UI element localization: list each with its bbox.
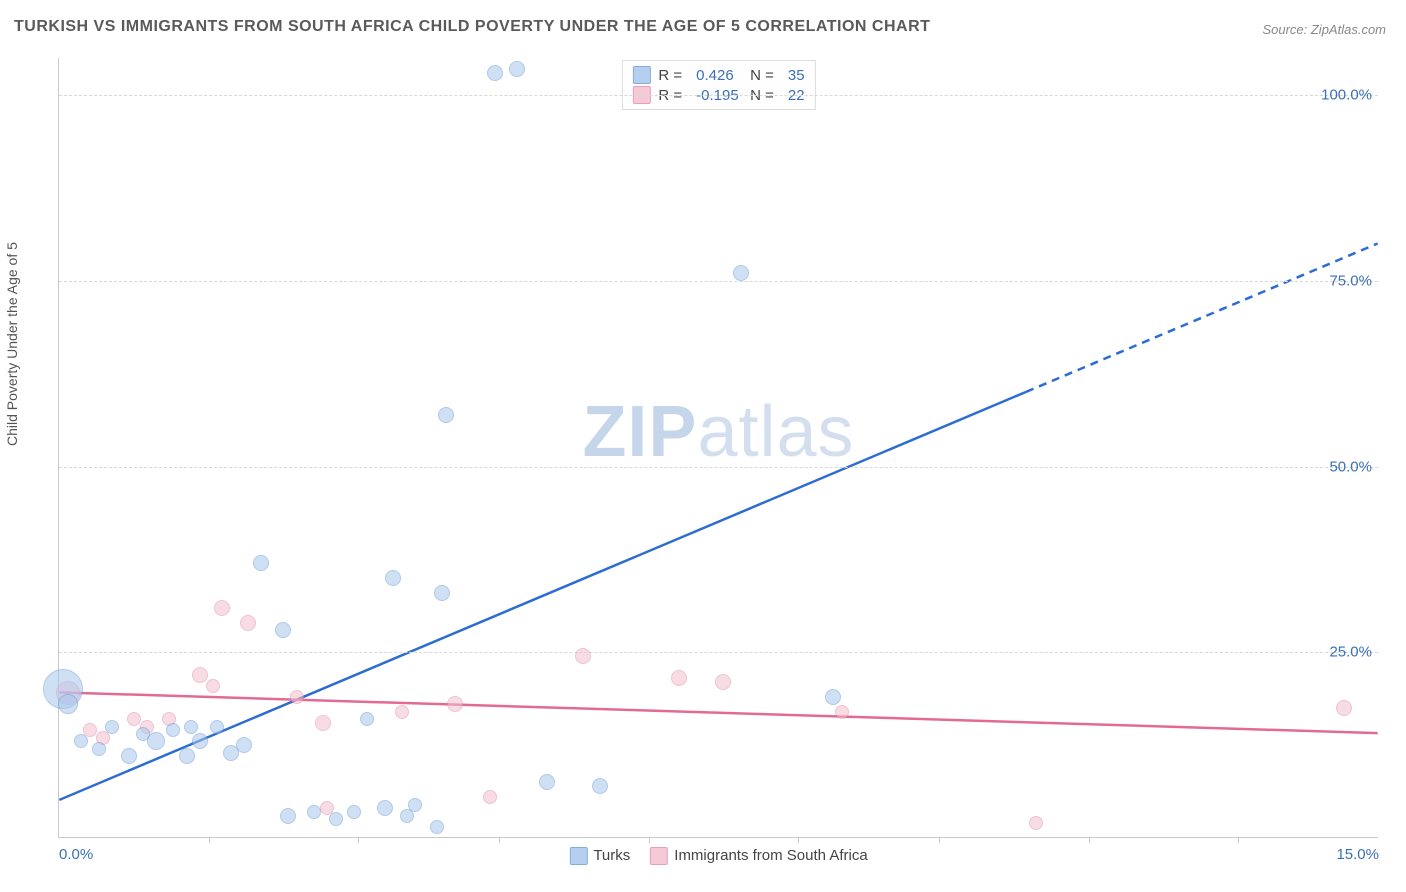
- scatter-point-immigrants: [127, 712, 141, 726]
- scatter-point-turks: [329, 812, 343, 826]
- scatter-point-turks: [210, 720, 224, 734]
- ytick-label: 75.0%: [1329, 272, 1372, 289]
- xtick-mark: [358, 837, 359, 843]
- scatter-point-turks: [438, 407, 454, 423]
- scatter-point-immigrants: [240, 615, 256, 631]
- scatter-point-turks: [539, 774, 555, 790]
- scatter-point-turks: [408, 798, 422, 812]
- xtick-mark: [1089, 837, 1090, 843]
- scatter-point-immigrants: [1336, 700, 1352, 716]
- r-label: R =: [658, 67, 682, 84]
- scatter-point-immigrants: [575, 648, 591, 664]
- n-label: N =: [750, 67, 774, 84]
- scatter-point-immigrants: [835, 705, 849, 719]
- scatter-point-immigrants: [290, 690, 304, 704]
- scatter-point-immigrants: [315, 715, 331, 731]
- xtick-mark: [939, 837, 940, 843]
- scatter-point-turks: [275, 622, 291, 638]
- swatch-immigrants: [650, 847, 668, 865]
- scatter-point-turks: [92, 742, 106, 756]
- scatter-point-turks: [166, 723, 180, 737]
- scatter-point-turks: [280, 808, 296, 824]
- scatter-point-turks: [592, 778, 608, 794]
- scatter-point-turks: [825, 689, 841, 705]
- chart-title: TURKISH VS IMMIGRANTS FROM SOUTH AFRICA …: [14, 18, 930, 36]
- stats-legend-box: R = 0.426 N = 35 R = -0.195 N = 22: [621, 60, 815, 110]
- xtick-label: 0.0%: [59, 846, 93, 863]
- scatter-point-turks: [184, 720, 198, 734]
- xtick-mark: [798, 837, 799, 843]
- ytick-label: 100.0%: [1321, 87, 1372, 104]
- xtick-mark: [499, 837, 500, 843]
- scatter-point-immigrants: [715, 674, 731, 690]
- scatter-point-turks: [487, 65, 503, 81]
- scatter-point-immigrants: [671, 670, 687, 686]
- watermark: ZIPatlas: [582, 391, 854, 473]
- scatter-point-turks: [509, 61, 525, 77]
- scatter-point-turks: [105, 720, 119, 734]
- y-axis-label: Child Poverty Under the Age of 5: [4, 242, 20, 446]
- ytick-label: 50.0%: [1329, 458, 1372, 475]
- legend-label-turks: Turks: [593, 847, 630, 864]
- scatter-point-turks: [147, 732, 165, 750]
- trend-lines: [59, 58, 1378, 837]
- legend-label-immigrants: Immigrants from South Africa: [674, 847, 867, 864]
- legend-item-immigrants: Immigrants from South Africa: [650, 847, 867, 865]
- scatter-point-turks: [236, 737, 252, 753]
- scatter-point-immigrants: [447, 696, 463, 712]
- source-attribution: Source: ZipAtlas.com: [1262, 22, 1386, 37]
- scatter-point-turks: [430, 820, 444, 834]
- scatter-point-turks: [360, 712, 374, 726]
- scatter-point-turks: [253, 555, 269, 571]
- stats-row-turks: R = 0.426 N = 35: [632, 65, 804, 85]
- scatter-point-turks: [385, 570, 401, 586]
- scatter-point-immigrants: [395, 705, 409, 719]
- xtick-mark: [209, 837, 210, 843]
- scatter-point-turks: [377, 800, 393, 816]
- scatter-point-immigrants: [192, 667, 208, 683]
- gridline: [59, 652, 1378, 653]
- xtick-mark: [1238, 837, 1239, 843]
- swatch-turks: [569, 847, 587, 865]
- scatter-point-immigrants: [1029, 816, 1043, 830]
- xtick-label: 15.0%: [1336, 846, 1379, 863]
- r-value-turks: 0.426: [690, 67, 742, 84]
- scatter-point-turks: [307, 805, 321, 819]
- plot-area: ZIPatlas R = 0.426 N = 35 R = -0.195 N =…: [58, 58, 1378, 838]
- scatter-point-turks: [74, 734, 88, 748]
- scatter-point-turks: [179, 748, 195, 764]
- scatter-point-turks: [434, 585, 450, 601]
- scatter-point-turks: [121, 748, 137, 764]
- gridline: [59, 467, 1378, 468]
- scatter-point-immigrants: [483, 790, 497, 804]
- scatter-point-turks: [733, 265, 749, 281]
- gridline: [59, 95, 1378, 96]
- scatter-point-immigrants: [206, 679, 220, 693]
- swatch-turks: [632, 66, 650, 84]
- xtick-mark: [649, 837, 650, 843]
- gridline: [59, 281, 1378, 282]
- scatter-point-immigrants: [214, 600, 230, 616]
- legend-item-turks: Turks: [569, 847, 630, 865]
- ytick-label: 25.0%: [1329, 644, 1372, 661]
- scatter-point-turks: [347, 805, 361, 819]
- scatter-point-turks: [58, 694, 78, 714]
- scatter-point-turks: [192, 733, 208, 749]
- n-value-turks: 35: [782, 67, 805, 84]
- bottom-legend: Turks Immigrants from South Africa: [569, 847, 867, 865]
